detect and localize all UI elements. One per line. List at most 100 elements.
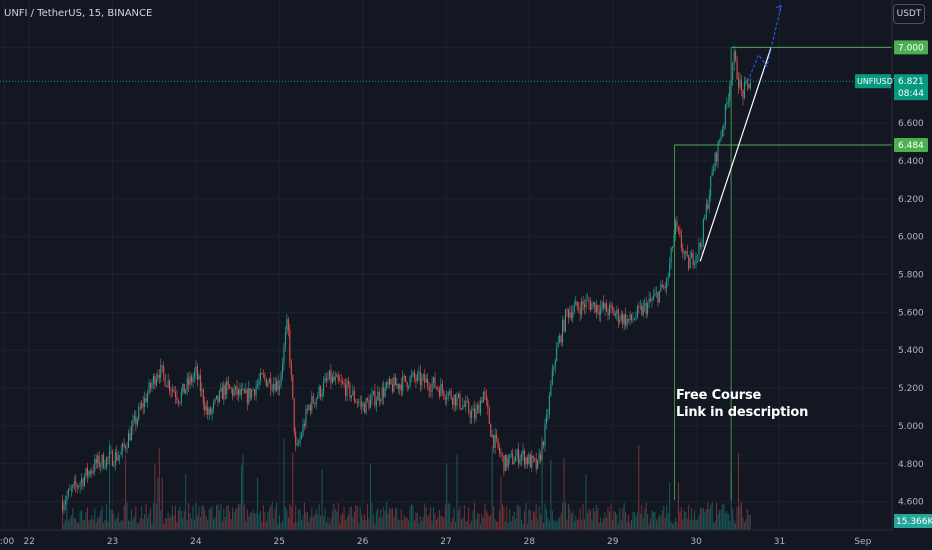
candle-body <box>337 375 339 380</box>
volume-bar <box>347 513 349 530</box>
volume-bar <box>243 504 245 530</box>
volume-bar <box>716 502 718 530</box>
candle-body <box>551 369 553 385</box>
level-price-label: 7.000 <box>898 43 924 53</box>
volume-bar <box>591 520 593 530</box>
candle-body <box>477 404 479 410</box>
candle-body <box>229 384 231 389</box>
candle-body <box>233 389 235 396</box>
candle-body <box>362 404 364 407</box>
candle-body <box>334 376 336 381</box>
volume-bar <box>415 512 417 530</box>
candle-body <box>720 136 722 141</box>
volume-bar <box>100 511 102 530</box>
volume-bar <box>343 506 345 530</box>
candle-body <box>125 445 127 449</box>
volume-bar <box>529 510 531 530</box>
volume-bar <box>746 509 748 530</box>
candle-body <box>736 59 738 80</box>
x-tick-label: 26 <box>357 537 369 547</box>
candle-body <box>735 51 737 60</box>
candle-body <box>413 372 415 379</box>
candle-body <box>64 501 66 505</box>
volume-bar <box>572 511 574 530</box>
candle-body <box>604 303 606 309</box>
candle-body <box>503 455 505 472</box>
volume-bar <box>733 519 735 530</box>
volume-bar <box>692 519 694 530</box>
candle-body <box>169 380 171 391</box>
volume-bar <box>358 523 360 530</box>
candle-body <box>488 408 490 424</box>
trendline <box>699 47 772 262</box>
candle-body <box>186 378 188 390</box>
volume-bar <box>459 506 461 530</box>
candle-body <box>617 309 619 322</box>
volume-bar <box>69 518 71 530</box>
candle-body <box>340 381 342 382</box>
volume-bar <box>232 507 234 530</box>
volume-bar <box>479 523 481 530</box>
candle-body <box>562 320 564 343</box>
candle-body <box>138 407 140 419</box>
candle-body <box>625 314 627 326</box>
volume-bar <box>254 514 256 530</box>
candle-body <box>745 80 747 83</box>
candle-body <box>411 375 413 377</box>
volume-bar <box>513 511 515 530</box>
volume-bar <box>374 523 376 530</box>
volume-bar <box>91 515 93 530</box>
volume-bar <box>491 446 493 530</box>
candle-body <box>299 437 301 444</box>
candle-body <box>378 391 380 401</box>
currency-button[interactable]: USDT <box>893 4 925 24</box>
volume-bar <box>144 514 146 530</box>
candle-body <box>346 381 348 396</box>
volume-bar <box>732 508 734 530</box>
volume-bar <box>523 511 525 530</box>
volume-bar <box>713 522 715 530</box>
candle-body <box>639 306 641 308</box>
volume-bar <box>708 509 710 530</box>
volume-bar <box>545 509 547 530</box>
volume-bar <box>739 506 741 530</box>
candle-body <box>227 381 229 385</box>
candle-body <box>63 504 65 511</box>
x-tick-label: 24 <box>190 537 202 547</box>
candle-body <box>75 481 77 486</box>
candle-body <box>694 263 696 265</box>
volume-bar <box>525 502 527 530</box>
volume-bar <box>654 511 656 530</box>
volume-bar <box>179 506 181 530</box>
volume-bar <box>63 522 65 530</box>
volume-bar <box>158 447 160 530</box>
candle-body <box>739 79 741 88</box>
volume-bar <box>696 519 699 530</box>
candle-body <box>236 385 238 396</box>
candle-body <box>584 304 586 308</box>
volume-bar <box>738 452 740 530</box>
candle-body <box>601 302 603 308</box>
candle-body <box>658 290 660 303</box>
volume-bar <box>130 509 132 530</box>
candle-body <box>371 394 373 399</box>
candle-body <box>301 435 303 438</box>
candle-body <box>192 377 194 382</box>
volume-bar <box>94 508 96 530</box>
candle-body <box>652 295 655 300</box>
volume-bar <box>438 510 440 530</box>
volume-bar <box>707 502 709 530</box>
volume-bar <box>663 506 665 530</box>
candle-body <box>185 389 187 394</box>
volume-bar <box>625 512 627 530</box>
volume-bar <box>299 509 301 530</box>
candle-body <box>680 235 682 249</box>
volume-bar <box>507 523 509 530</box>
candle-body <box>339 379 341 382</box>
candle-body <box>513 461 515 465</box>
volume-bar <box>236 507 238 530</box>
candle-body <box>409 376 411 387</box>
volume-bar <box>302 515 304 530</box>
